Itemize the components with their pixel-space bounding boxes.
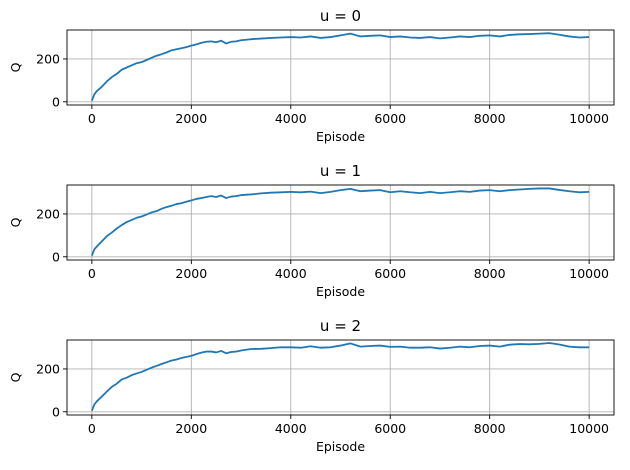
- x-tick-label: 4000: [275, 421, 307, 436]
- chart-title: u = 0: [320, 7, 361, 25]
- y-axis-label: Q: [8, 62, 23, 72]
- x-axis-label: Episode: [316, 284, 365, 299]
- x-tick-label: 0: [88, 421, 96, 436]
- y-tick-label: 200: [36, 51, 60, 66]
- x-tick-label: 6000: [374, 111, 406, 126]
- plot-frame: [66, 339, 615, 416]
- series-line: [91, 32, 590, 102]
- x-tick-label: 6000: [374, 421, 406, 436]
- x-tick-label: 6000: [374, 266, 406, 281]
- x-tick-label: 8000: [474, 111, 506, 126]
- x-tick-label: 10000: [569, 421, 609, 436]
- x-tick-label: 10000: [569, 111, 609, 126]
- subplot-0: 0 2000 4000 6000 8000 10000 0 200 u = 0 Episode Q: [8, 7, 615, 144]
- x-tick-label: 8000: [474, 421, 506, 436]
- y-tick-label: 0: [52, 94, 60, 109]
- chart-title: u = 2: [320, 317, 361, 335]
- y-tick-label: 200: [36, 206, 60, 221]
- series-line: [91, 187, 590, 257]
- x-tick-label: 2000: [175, 421, 207, 436]
- plot-frame: [66, 184, 615, 261]
- y-axis-label: Q: [8, 217, 23, 227]
- plot-frame: [66, 29, 615, 106]
- y-tick-label: 200: [36, 361, 60, 376]
- subplot-2: 0 2000 4000 6000 8000 10000 0 200 u = 2 Episode Q: [8, 317, 615, 454]
- x-tick-label: 0: [88, 266, 96, 281]
- x-tick-label: 2000: [175, 111, 207, 126]
- y-tick-label: 0: [52, 404, 60, 419]
- x-tick-label: 4000: [275, 266, 307, 281]
- x-tick-label: 4000: [275, 111, 307, 126]
- series-line: [91, 342, 590, 412]
- chart-title: u = 1: [320, 162, 361, 180]
- subplot-1: 0 2000 4000 6000 8000 10000 0 200 u = 1 Episode Q: [8, 162, 615, 299]
- x-tick-label: 10000: [569, 266, 609, 281]
- x-axis-label: Episode: [316, 439, 365, 454]
- x-tick-label: 0: [88, 111, 96, 126]
- x-tick-label: 8000: [474, 266, 506, 281]
- y-tick-label: 0: [52, 249, 60, 264]
- y-axis-label: Q: [8, 372, 23, 382]
- x-axis-label: Episode: [316, 129, 365, 144]
- x-tick-label: 2000: [175, 266, 207, 281]
